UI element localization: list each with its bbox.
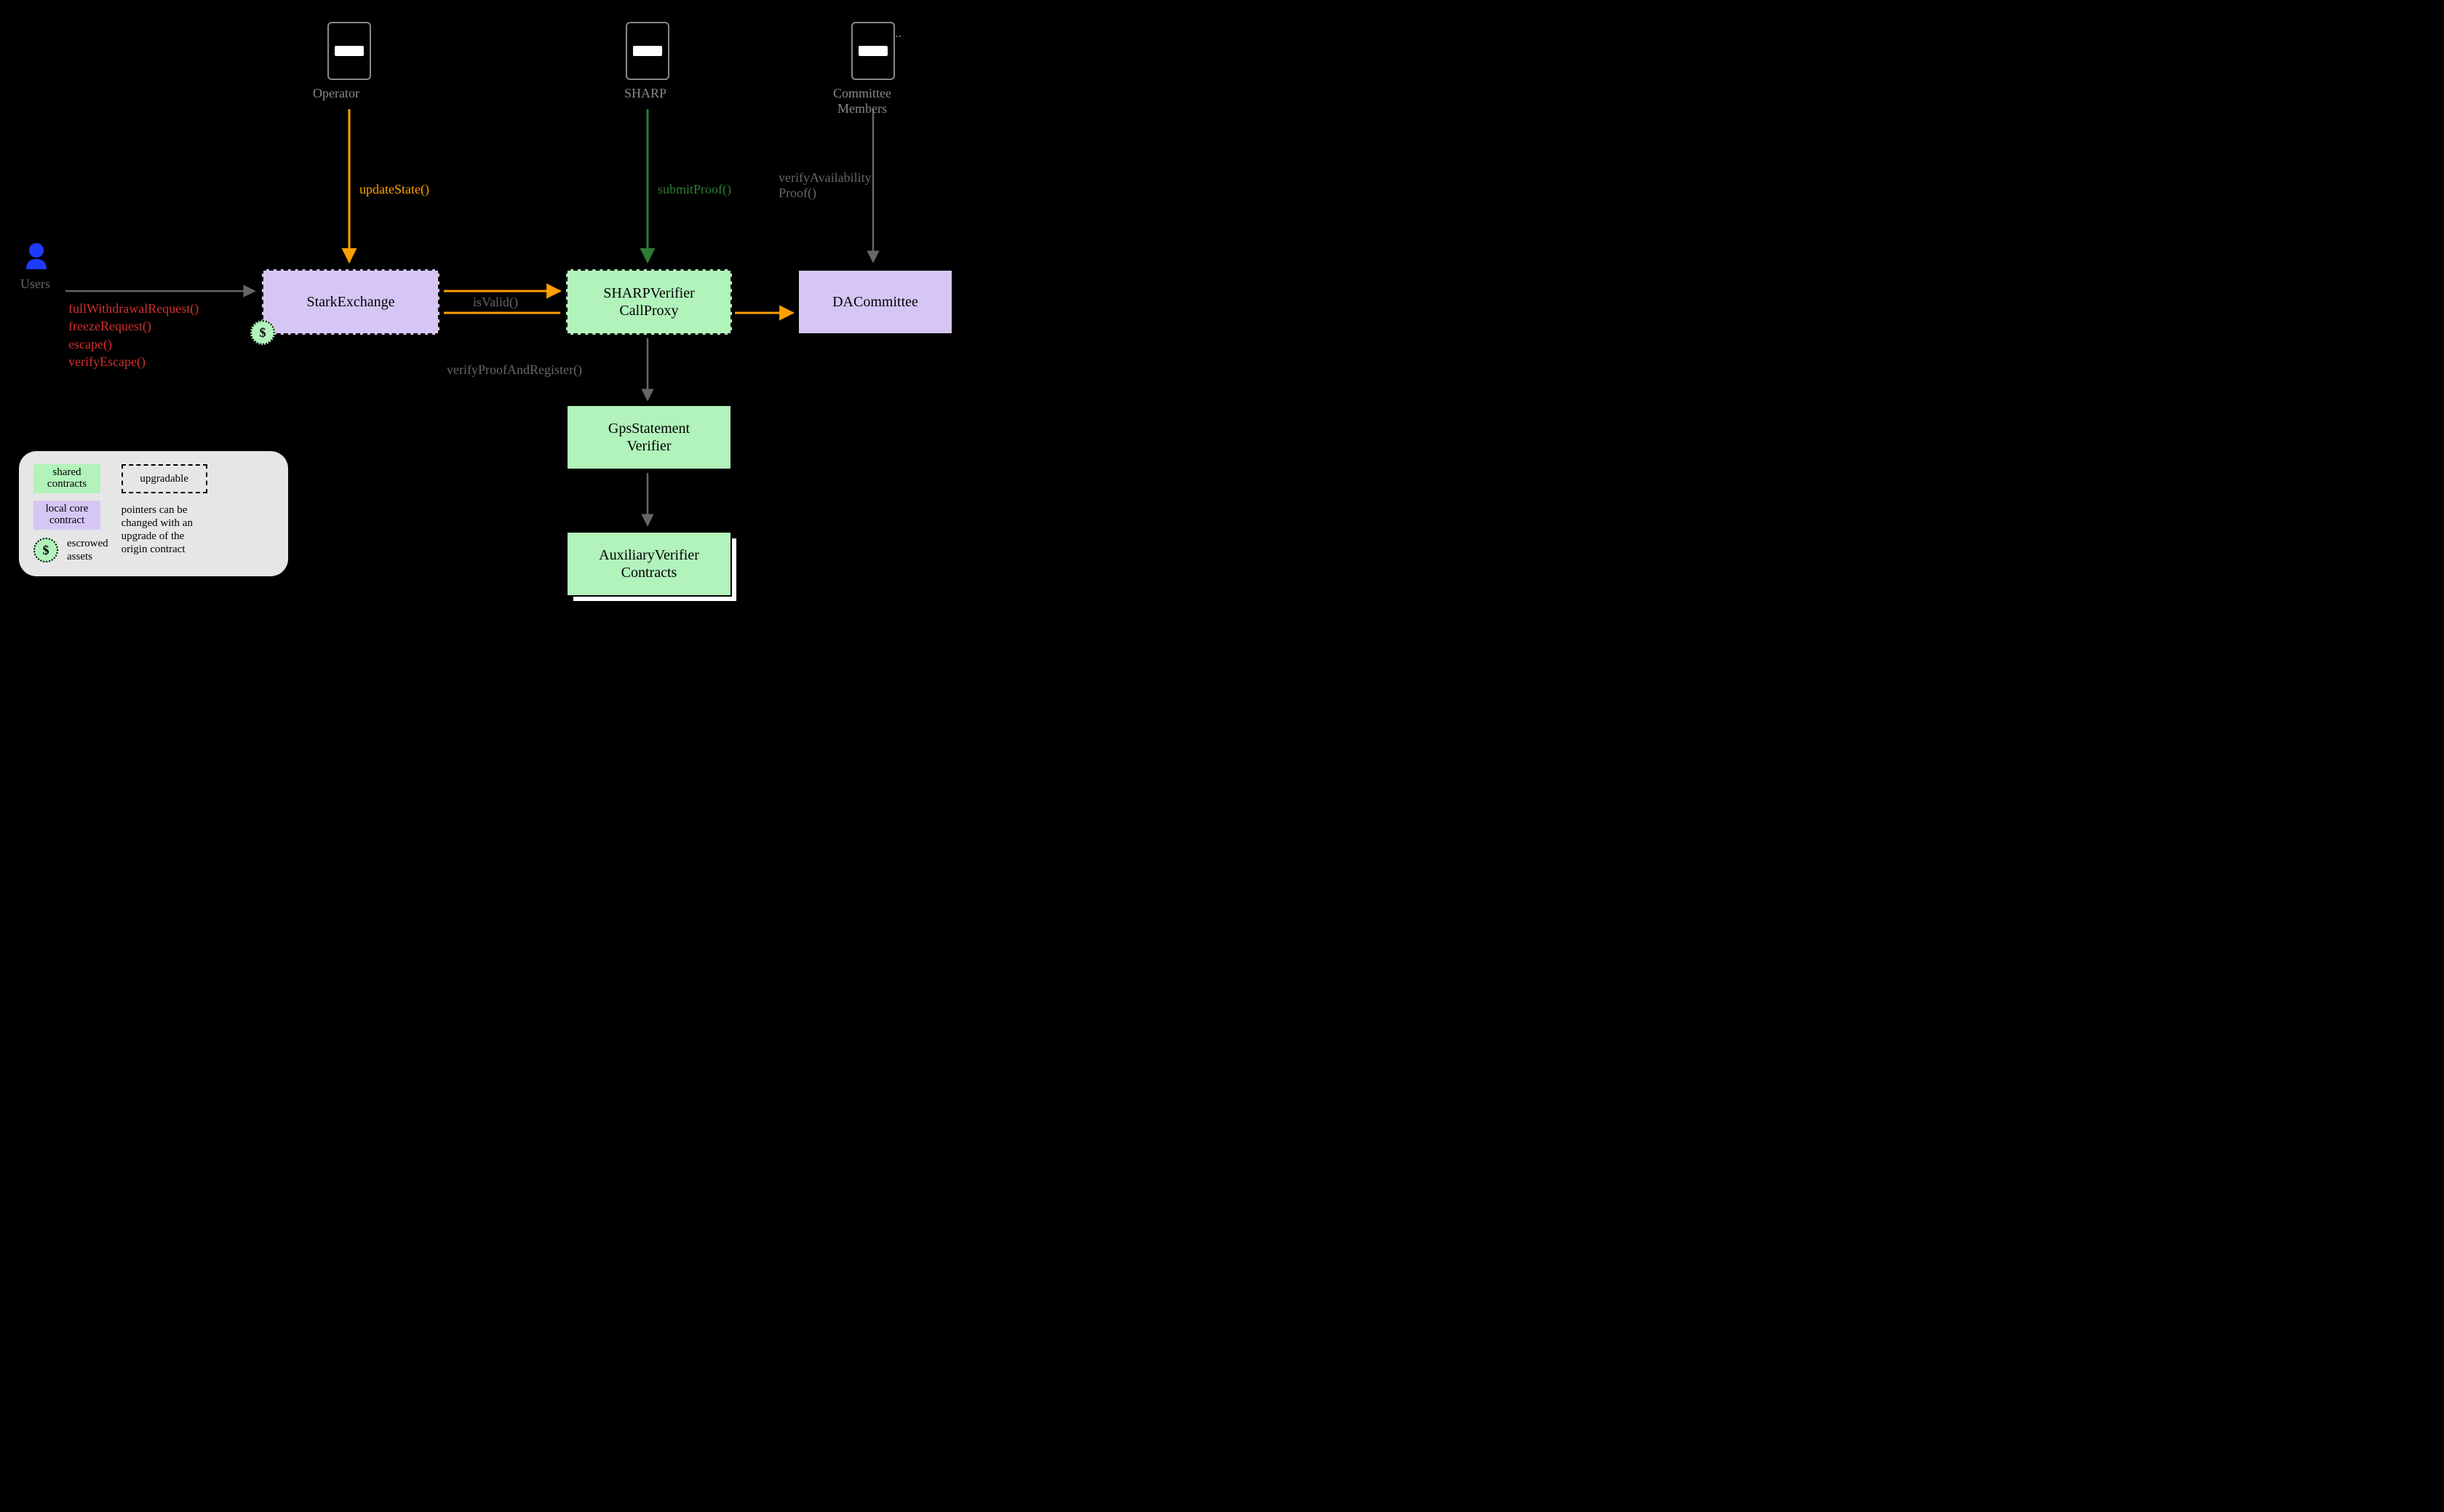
- gps-verifier-text: GpsStatement Verifier: [608, 420, 690, 455]
- gps-verifier-node: GpsStatement Verifier: [566, 405, 732, 470]
- legend-upgradable-swatch: upgradable: [122, 464, 207, 493]
- legend-shared-swatch: shared contracts: [33, 464, 100, 493]
- da-committee-text: DACommittee: [832, 293, 918, 311]
- sharp-proxy-text: SHARPVerifier CallProxy: [603, 285, 695, 319]
- operator-label: Operator: [313, 86, 359, 101]
- submit-proof-label: submitProof(): [658, 182, 731, 197]
- aux-verifier-text: AuxiliaryVerifier Contracts: [599, 546, 699, 581]
- sharp-server-icon: [626, 22, 669, 80]
- escrow-dollar-icon: $: [250, 320, 275, 345]
- stark-exchange-text: StarkExchange: [306, 293, 394, 311]
- is-valid-label: isValid(): [473, 295, 518, 310]
- stark-exchange-node: StarkExchange: [262, 269, 439, 335]
- verify-avail-label: verifyAvailability Proof(): [779, 170, 872, 201]
- committee-label: Committee Members: [833, 86, 891, 116]
- update-state-label: updateState(): [359, 182, 429, 197]
- legend-escrowed-text: escrowed assets: [67, 537, 108, 563]
- sharp-proxy-node: SHARPVerifier CallProxy: [566, 269, 732, 335]
- sharp-label: SHARP: [624, 86, 666, 101]
- legend-note-text: pointers can be changed with an upgrade …: [122, 504, 207, 556]
- committee-server-icon: [851, 22, 895, 80]
- committee-dots: ..: [895, 25, 901, 41]
- verify-proof-label: verifyProofAndRegister(): [447, 362, 582, 378]
- aux-verifier-node: AuxiliaryVerifier Contracts: [566, 531, 732, 597]
- legend-dollar-icon: $: [33, 538, 58, 562]
- user-calls-label: fullWithdrawalRequest() freezeRequest() …: [68, 300, 199, 370]
- da-committee-node: DACommittee: [797, 269, 953, 335]
- user-icon: [20, 240, 64, 276]
- legend-local-swatch: local core contract: [33, 501, 100, 530]
- users-label: Users: [20, 276, 50, 292]
- legend-box: shared contracts local core contract $ e…: [19, 451, 288, 576]
- operator-server-icon: [327, 22, 371, 80]
